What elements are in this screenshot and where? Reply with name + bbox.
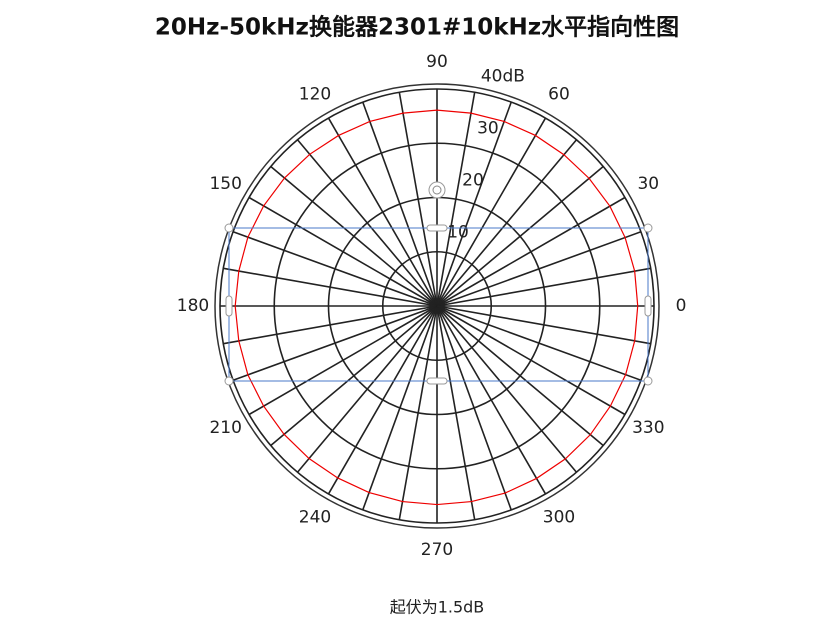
theta-tick-label: 30	[637, 174, 659, 194]
handle[interactable]	[644, 295, 652, 317]
selection-box	[224, 181, 653, 386]
handle[interactable]	[643, 376, 653, 386]
footer-note: 起伏为1.5dB	[390, 598, 485, 617]
handle[interactable]	[224, 223, 234, 233]
handle[interactable]	[643, 223, 653, 233]
rotate-icon	[432, 185, 442, 195]
r-tick-label: 40dB	[481, 66, 525, 86]
rotate-handle[interactable]	[428, 181, 446, 199]
handle[interactable]	[426, 377, 448, 385]
ring	[273, 142, 601, 470]
theta-tick-label: 240	[299, 507, 331, 527]
pattern-curve	[234, 109, 639, 506]
r-tick-label: 20	[462, 171, 484, 191]
theta-tick-label: 330	[632, 418, 664, 438]
plot	[234, 109, 639, 506]
ring	[381, 250, 493, 362]
theta-tick-label: 150	[209, 174, 241, 194]
theta-tick-label: 60	[548, 85, 570, 105]
theta-tick-label: 120	[299, 85, 331, 105]
theta-tick-label: 270	[421, 540, 453, 560]
handle[interactable]	[225, 295, 233, 317]
ring	[219, 88, 655, 524]
handle[interactable]	[224, 376, 234, 386]
chart-title: 20Hz-50kHz换能器2301#10kHz水平指向性图	[155, 14, 679, 41]
r-tick-label: 30	[477, 118, 499, 138]
outer-frame	[214, 83, 660, 529]
theta-tick-label: 0	[676, 296, 687, 316]
handle[interactable]	[426, 224, 448, 232]
theta-tick-label: 210	[209, 418, 241, 438]
theta-tick-label: 300	[543, 507, 575, 527]
r-tick-label: 10	[447, 223, 469, 243]
theta-tick-label: 90	[426, 52, 448, 72]
polar-grid: 10 20 30 40dB 0 30 60 90 120 150 180 210 240 270 300 33…	[177, 52, 687, 560]
theta-tick-label: 180	[177, 296, 209, 316]
